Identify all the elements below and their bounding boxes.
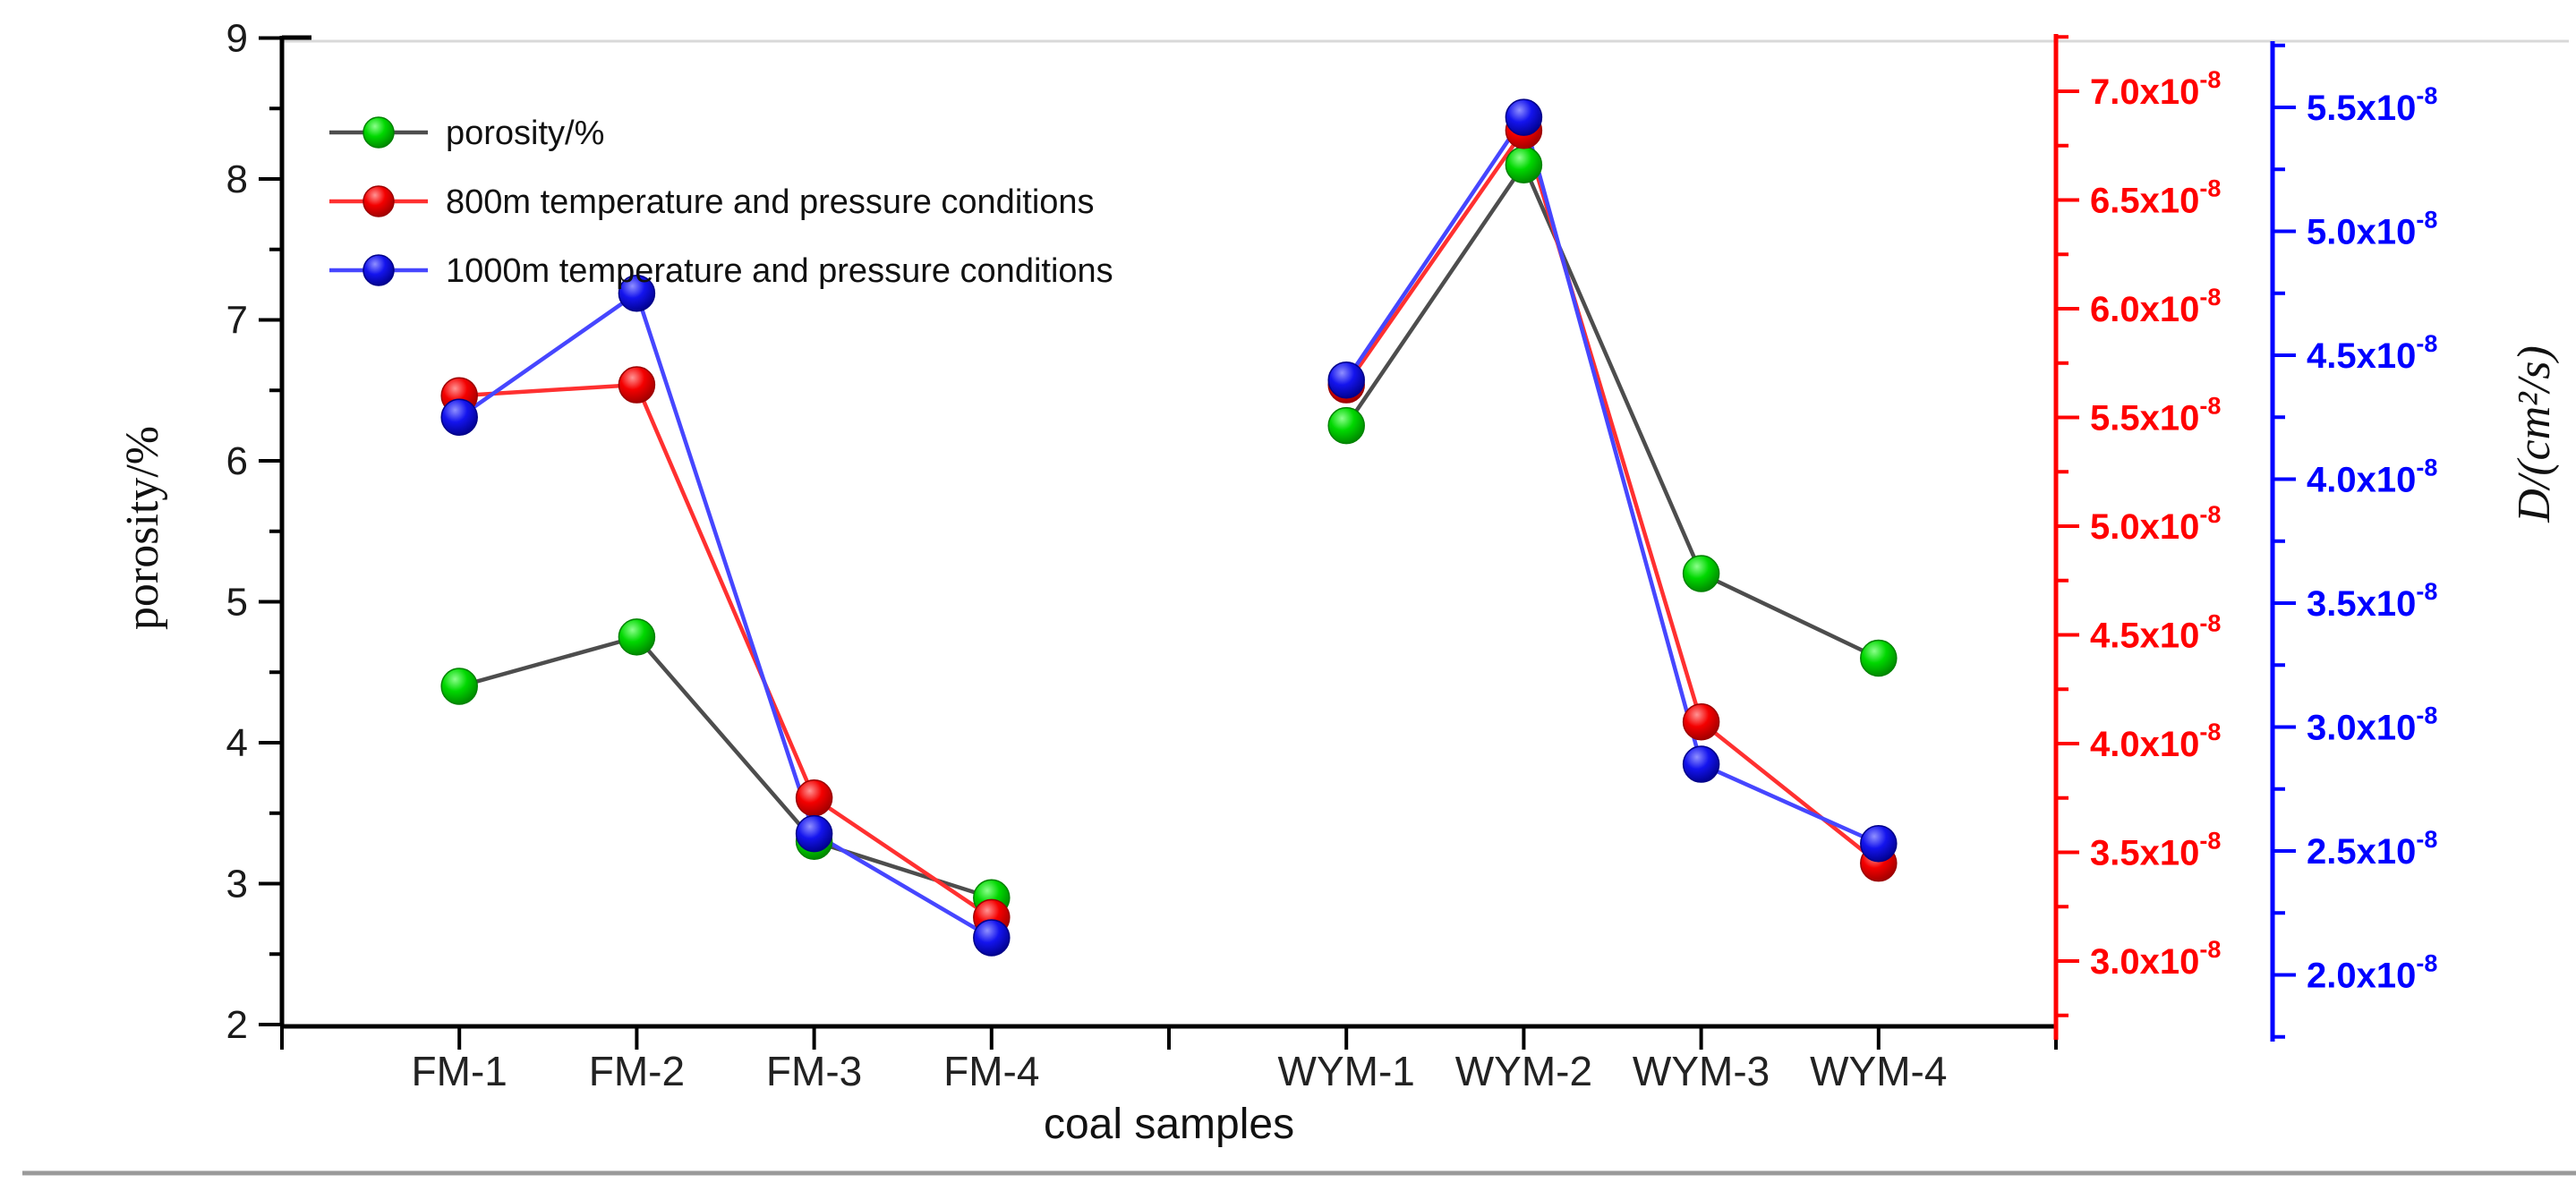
series-line-1000m [457,112,1880,940]
x-axis-category-label: FM-4 [943,1048,1039,1094]
left-axis-tick-label: 9 [226,17,248,61]
legend-entry-label: 800m temperature and pressure conditions [446,183,1095,221]
data-point [1860,639,1898,677]
data-point [1860,824,1898,863]
x-axis-category-label: WYM-2 [1455,1048,1592,1094]
tick-label: 3.0x10-8 [2307,702,2437,748]
tick-label: 6.5x10-8 [2090,175,2221,221]
legend-entry: porosity/% [329,115,604,152]
tick-label: 3.5x10-8 [2090,828,2221,873]
series-markers-porosity [440,146,1898,916]
series-segment [1344,125,1881,865]
left-axis-tick-label: 6 [226,439,248,483]
series-segment [459,382,994,920]
tick-label: 4.0x10-8 [2307,455,2437,500]
tick-label: 5.0x10-8 [2307,207,2437,252]
tick-label: 5.0x10-8 [2090,501,2221,547]
tick-label: 6.0x10-8 [2090,284,2221,329]
x-axis-category-label: WYM-3 [1633,1048,1770,1094]
series-segment [457,290,993,940]
tick-label: 3.0x10-8 [2090,936,2221,982]
series-segment [1344,160,1880,660]
data-point [1505,146,1543,183]
left-axis-tick-label: 2 [226,1003,248,1047]
tick-label: 5.5x10-8 [2307,82,2437,128]
tick-label: 2.0x10-8 [2307,950,2437,996]
x-axis-category-label: FM-2 [589,1048,685,1094]
x-axis-title: coal samples [1044,1101,1294,1148]
tick-label: 4.5x10-8 [2090,610,2221,656]
data-point [1682,555,1720,592]
left-axis-tick-label: 3 [226,863,248,906]
left-axis-title: porosity/% [117,426,168,630]
tick-label: 3.5x10-8 [2307,578,2437,624]
left-axis-tick-label: 7 [226,299,248,343]
data-point [440,398,478,436]
legend-sample-marker [363,185,395,217]
data-point [618,618,656,656]
blue-axis: 2.0x10-8 2.5x10-8 3.0x10-8 3.5x10-8 4.0x10-8… [2270,41,2560,1042]
tick-label: 4.5x10-8 [2307,330,2437,376]
blue-axis-title: D/(cm²/s) [2509,345,2560,523]
x-axis: FM-1 FM-2 FM-3 FM-4 WYM-1 WYM-2 WYM-3 WYM-4 coal… [280,1024,2058,1148]
x-axis-category-label: FM-3 [766,1048,862,1094]
left-axis: 2 3 4 5 6 7 8 9 porosity/% [117,17,285,1047]
data-point [1327,406,1365,445]
data-point [1505,98,1543,136]
x-axis-category-label: FM-1 [412,1048,508,1094]
tick-label: 2.5x10-8 [2307,826,2437,872]
series-line-800m [459,125,1881,920]
data-point [618,275,656,312]
data-point [618,366,656,404]
series-markers-1000m [440,98,1898,957]
legend-entry-label: porosity/% [446,115,604,152]
series-line-porosity [458,160,1880,900]
legend-entry-label: 1000m temperature and pressure condition… [446,252,1113,290]
data-point [1682,745,1720,783]
left-axis-tick-label: 8 [226,157,248,201]
data-point [440,668,478,705]
x-axis-category-label: WYM-1 [1278,1048,1415,1094]
tick-label: 5.5x10-8 [2090,393,2221,438]
tick-label: 4.0x10-8 [2090,719,2221,764]
x-axis-category-label: WYM-4 [1810,1048,1947,1094]
red-axis: 3.0x10-8 3.5x10-8 4.0x10-8 4.5x10-8 5.0x10-8… [2053,34,2221,1040]
legend-sample-marker [363,254,395,286]
legend-entry: 1000m temperature and pressure condition… [329,252,1113,290]
left-axis-tick-label: 5 [226,581,248,625]
legend: porosity/% 800m temperature and pressure … [329,115,1113,290]
series-segment [1344,112,1880,846]
data-point [795,779,833,817]
left-axis-tick-label: 4 [226,721,248,765]
data-point [1682,702,1720,741]
data-point [795,814,833,853]
legend-entry: 800m temperature and pressure conditions [329,183,1095,221]
data-point [1327,361,1365,399]
tick-label: 7.0x10-8 [2090,66,2221,112]
legend-sample-marker [363,116,395,149]
data-point [973,919,1011,957]
series-segment [458,634,993,900]
